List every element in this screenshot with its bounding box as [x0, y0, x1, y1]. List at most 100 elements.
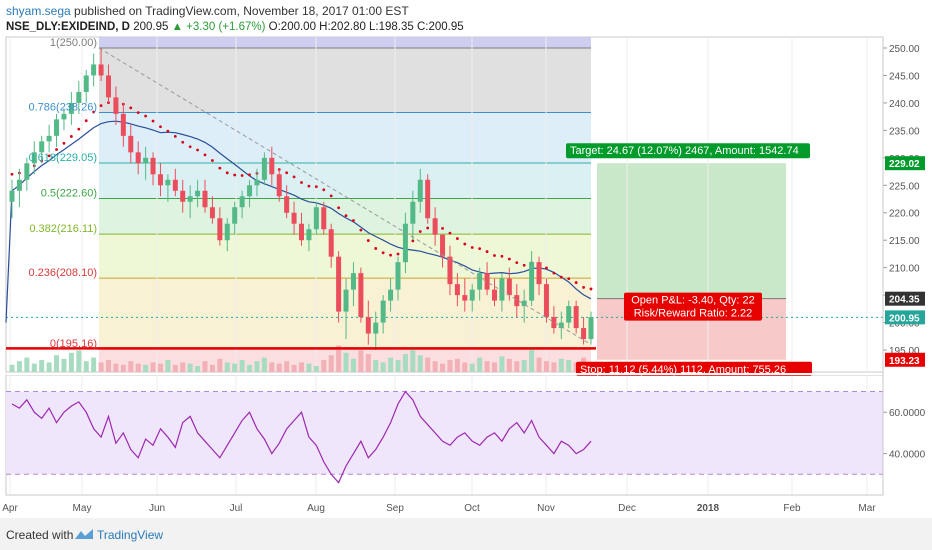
- pnl-label: Open P&L: -3.40, Qty: 22: [631, 295, 755, 307]
- candle-body[interactable]: [581, 328, 587, 340]
- trend-dot: [448, 231, 452, 235]
- candle-body[interactable]: [247, 185, 253, 197]
- candle-body[interactable]: [165, 179, 171, 186]
- candle-body[interactable]: [499, 278, 505, 301]
- candle-body[interactable]: [306, 229, 312, 241]
- fib-level-label: 0.5(222.60): [41, 187, 97, 199]
- candle-body[interactable]: [395, 262, 401, 290]
- candle-body[interactable]: [217, 218, 223, 241]
- candle-body[interactable]: [91, 64, 97, 76]
- volume-bar: [313, 366, 319, 372]
- candle-body[interactable]: [373, 322, 379, 334]
- candle-body[interactable]: [150, 157, 156, 175]
- candle-body[interactable]: [24, 163, 30, 180]
- fib-zone: [99, 112, 591, 164]
- candle-body[interactable]: [551, 317, 557, 329]
- candle-body[interactable]: [284, 196, 290, 213]
- candle-body[interactable]: [573, 306, 579, 329]
- volume-bar: [61, 358, 67, 372]
- candle-body[interactable]: [432, 218, 438, 235]
- volume-bar: [499, 356, 505, 372]
- candle-body[interactable]: [425, 179, 431, 219]
- x-tick-label: Jun: [149, 503, 165, 514]
- candle-body[interactable]: [106, 75, 111, 98]
- position-target-zone[interactable]: [597, 163, 786, 299]
- candle-body[interactable]: [477, 273, 483, 290]
- candle-body[interactable]: [135, 152, 141, 164]
- candle-body[interactable]: [209, 207, 215, 219]
- candle-body[interactable]: [232, 207, 238, 224]
- candle-body[interactable]: [402, 223, 408, 263]
- candle-body[interactable]: [558, 322, 564, 329]
- fib-zone: [99, 234, 591, 279]
- candle-body[interactable]: [224, 223, 230, 241]
- trend-dot: [478, 247, 482, 251]
- candle-body[interactable]: [180, 190, 186, 202]
- candle-body[interactable]: [506, 278, 512, 296]
- volume-bar: [54, 355, 60, 372]
- candle-body[interactable]: [328, 229, 334, 257]
- candle-body[interactable]: [358, 273, 364, 318]
- candle-body[interactable]: [83, 75, 89, 92]
- candle-body[interactable]: [202, 190, 208, 208]
- candle-body[interactable]: [120, 113, 126, 136]
- candle-body[interactable]: [157, 174, 163, 186]
- candle-body[interactable]: [39, 141, 45, 153]
- candle-body[interactable]: [350, 273, 356, 290]
- candle-body[interactable]: [98, 64, 104, 76]
- volume-bar: [380, 362, 386, 372]
- candle-body[interactable]: [417, 179, 423, 202]
- candle-body[interactable]: [365, 317, 371, 334]
- candle-body[interactable]: [143, 157, 149, 164]
- trend-dot: [582, 285, 585, 289]
- candle-body[interactable]: [536, 262, 542, 285]
- chart-canvas[interactable]: Apr May Jun Jul Aug Sep Oct Nov Dec 2018 Feb Mar 250…: [0, 0, 932, 518]
- candle-body[interactable]: [187, 196, 193, 202]
- tradingview-brand[interactable]: TradingView: [97, 528, 164, 542]
- x-tick-label: Jul: [230, 503, 243, 514]
- candle-body[interactable]: [447, 256, 453, 285]
- candle-body[interactable]: [469, 289, 475, 301]
- candle-body[interactable]: [380, 300, 386, 323]
- candle-body[interactable]: [313, 207, 319, 230]
- volume-bar: [350, 358, 356, 372]
- candle-body[interactable]: [261, 157, 267, 180]
- candle-body[interactable]: [462, 295, 468, 301]
- candle-body[interactable]: [68, 102, 74, 114]
- candle-body[interactable]: [195, 190, 201, 197]
- candle-body[interactable]: [291, 212, 297, 224]
- candle-body[interactable]: [529, 262, 535, 301]
- candle-body[interactable]: [31, 152, 37, 164]
- candle-body[interactable]: [521, 300, 527, 307]
- candle-body[interactable]: [76, 91, 82, 103]
- candle-body[interactable]: [9, 190, 15, 202]
- candle-body[interactable]: [566, 306, 572, 323]
- candle-body[interactable]: [16, 179, 22, 191]
- candle-body[interactable]: [336, 256, 342, 312]
- candle-body[interactable]: [514, 295, 520, 307]
- candle-body[interactable]: [484, 273, 490, 290]
- author-link[interactable]: shyam.sega: [6, 4, 71, 18]
- candle-body[interactable]: [54, 119, 60, 136]
- candle-body[interactable]: [543, 284, 549, 318]
- candle-body[interactable]: [113, 97, 119, 114]
- candle-body[interactable]: [410, 201, 416, 224]
- candle-body[interactable]: [269, 157, 275, 175]
- candle-body[interactable]: [46, 135, 52, 142]
- candle-body[interactable]: [440, 234, 446, 257]
- candle-body[interactable]: [276, 174, 282, 197]
- candle-body[interactable]: [239, 196, 245, 208]
- candle-body[interactable]: [588, 317, 594, 340]
- candle-body[interactable]: [388, 289, 394, 301]
- candle-body[interactable]: [128, 135, 134, 153]
- candle-body[interactable]: [254, 179, 260, 186]
- candle-body[interactable]: [299, 223, 304, 241]
- symbol-name[interactable]: NSE_DLY:EXIDEIND, D: [6, 21, 130, 33]
- candle-body[interactable]: [172, 179, 178, 191]
- candle-body[interactable]: [61, 113, 67, 120]
- candle-body[interactable]: [492, 289, 497, 301]
- candle-body[interactable]: [454, 284, 460, 296]
- candle-body[interactable]: [343, 289, 349, 312]
- volume-bar: [492, 362, 497, 372]
- candle-body[interactable]: [321, 207, 327, 230]
